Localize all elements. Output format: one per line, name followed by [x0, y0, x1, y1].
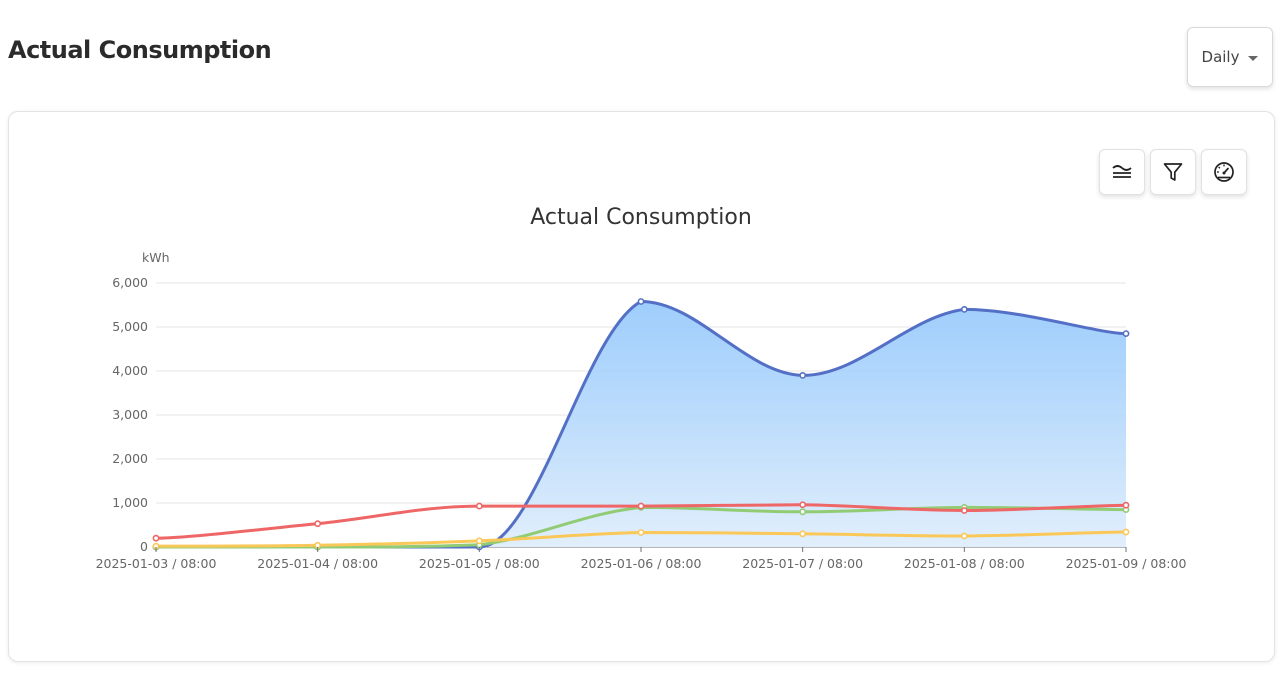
series-2-point[interactable] — [1122, 528, 1130, 536]
series-3-point[interactable] — [314, 520, 322, 528]
filter-button[interactable] — [1150, 149, 1196, 195]
series-3-point[interactable] — [960, 507, 968, 514]
x-tick-label: 2025-01-06 / 08:00 — [581, 556, 702, 571]
y-axis-unit: kWh — [142, 250, 170, 265]
y-tick-label: 1,000 — [112, 495, 148, 510]
series-1-point[interactable] — [799, 508, 807, 516]
gauge-button[interactable] — [1201, 149, 1247, 195]
series-3-point[interactable] — [799, 501, 807, 509]
x-tick-label: 2025-01-07 / 08:00 — [742, 556, 863, 571]
period-select[interactable]: Daily — [1187, 27, 1273, 87]
y-tick-label: 3,000 — [112, 407, 148, 422]
period-select-value: Daily — [1201, 48, 1240, 66]
y-tick-label: 5,000 — [112, 319, 148, 334]
x-tick-label: 2025-01-08 / 08:00 — [904, 556, 1025, 571]
series-0-area — [156, 301, 1126, 547]
series-3-point[interactable] — [475, 502, 483, 510]
series-3-point[interactable] — [637, 502, 645, 510]
chart-title: Actual Consumption — [530, 205, 752, 230]
series-2-point[interactable] — [637, 529, 645, 536]
series-2-point[interactable] — [960, 532, 968, 540]
page-title: Actual Consumption — [8, 36, 272, 64]
stack-lines-button[interactable] — [1099, 149, 1145, 195]
series-0-point[interactable] — [1122, 330, 1130, 337]
filter-icon — [1163, 163, 1183, 181]
y-tick-label: 6,000 — [112, 275, 148, 290]
series-3-point[interactable] — [1122, 501, 1130, 509]
chevron-down-icon — [1248, 55, 1259, 61]
series-3-point[interactable] — [152, 534, 160, 542]
x-tick-label: 2025-01-04 / 08:00 — [257, 556, 378, 571]
y-tick-label: 2,000 — [112, 451, 148, 466]
x-tick-label: 2025-01-03 / 08:00 — [96, 556, 217, 571]
x-tick-label: 2025-01-05 / 08:00 — [419, 556, 540, 571]
y-tick-label: 4,000 — [112, 363, 148, 378]
stack-lines-icon — [1112, 165, 1132, 178]
series-0-point[interactable] — [960, 305, 968, 313]
gauge-icon — [1214, 162, 1234, 182]
x-tick-label: 2025-01-09 / 08:00 — [1066, 556, 1187, 571]
series-2-point[interactable] — [799, 530, 807, 538]
series-0-point[interactable] — [637, 298, 645, 305]
series-2-point[interactable] — [475, 537, 483, 545]
series-0-point[interactable] — [799, 371, 807, 379]
y-tick-label: 0 — [140, 539, 148, 554]
